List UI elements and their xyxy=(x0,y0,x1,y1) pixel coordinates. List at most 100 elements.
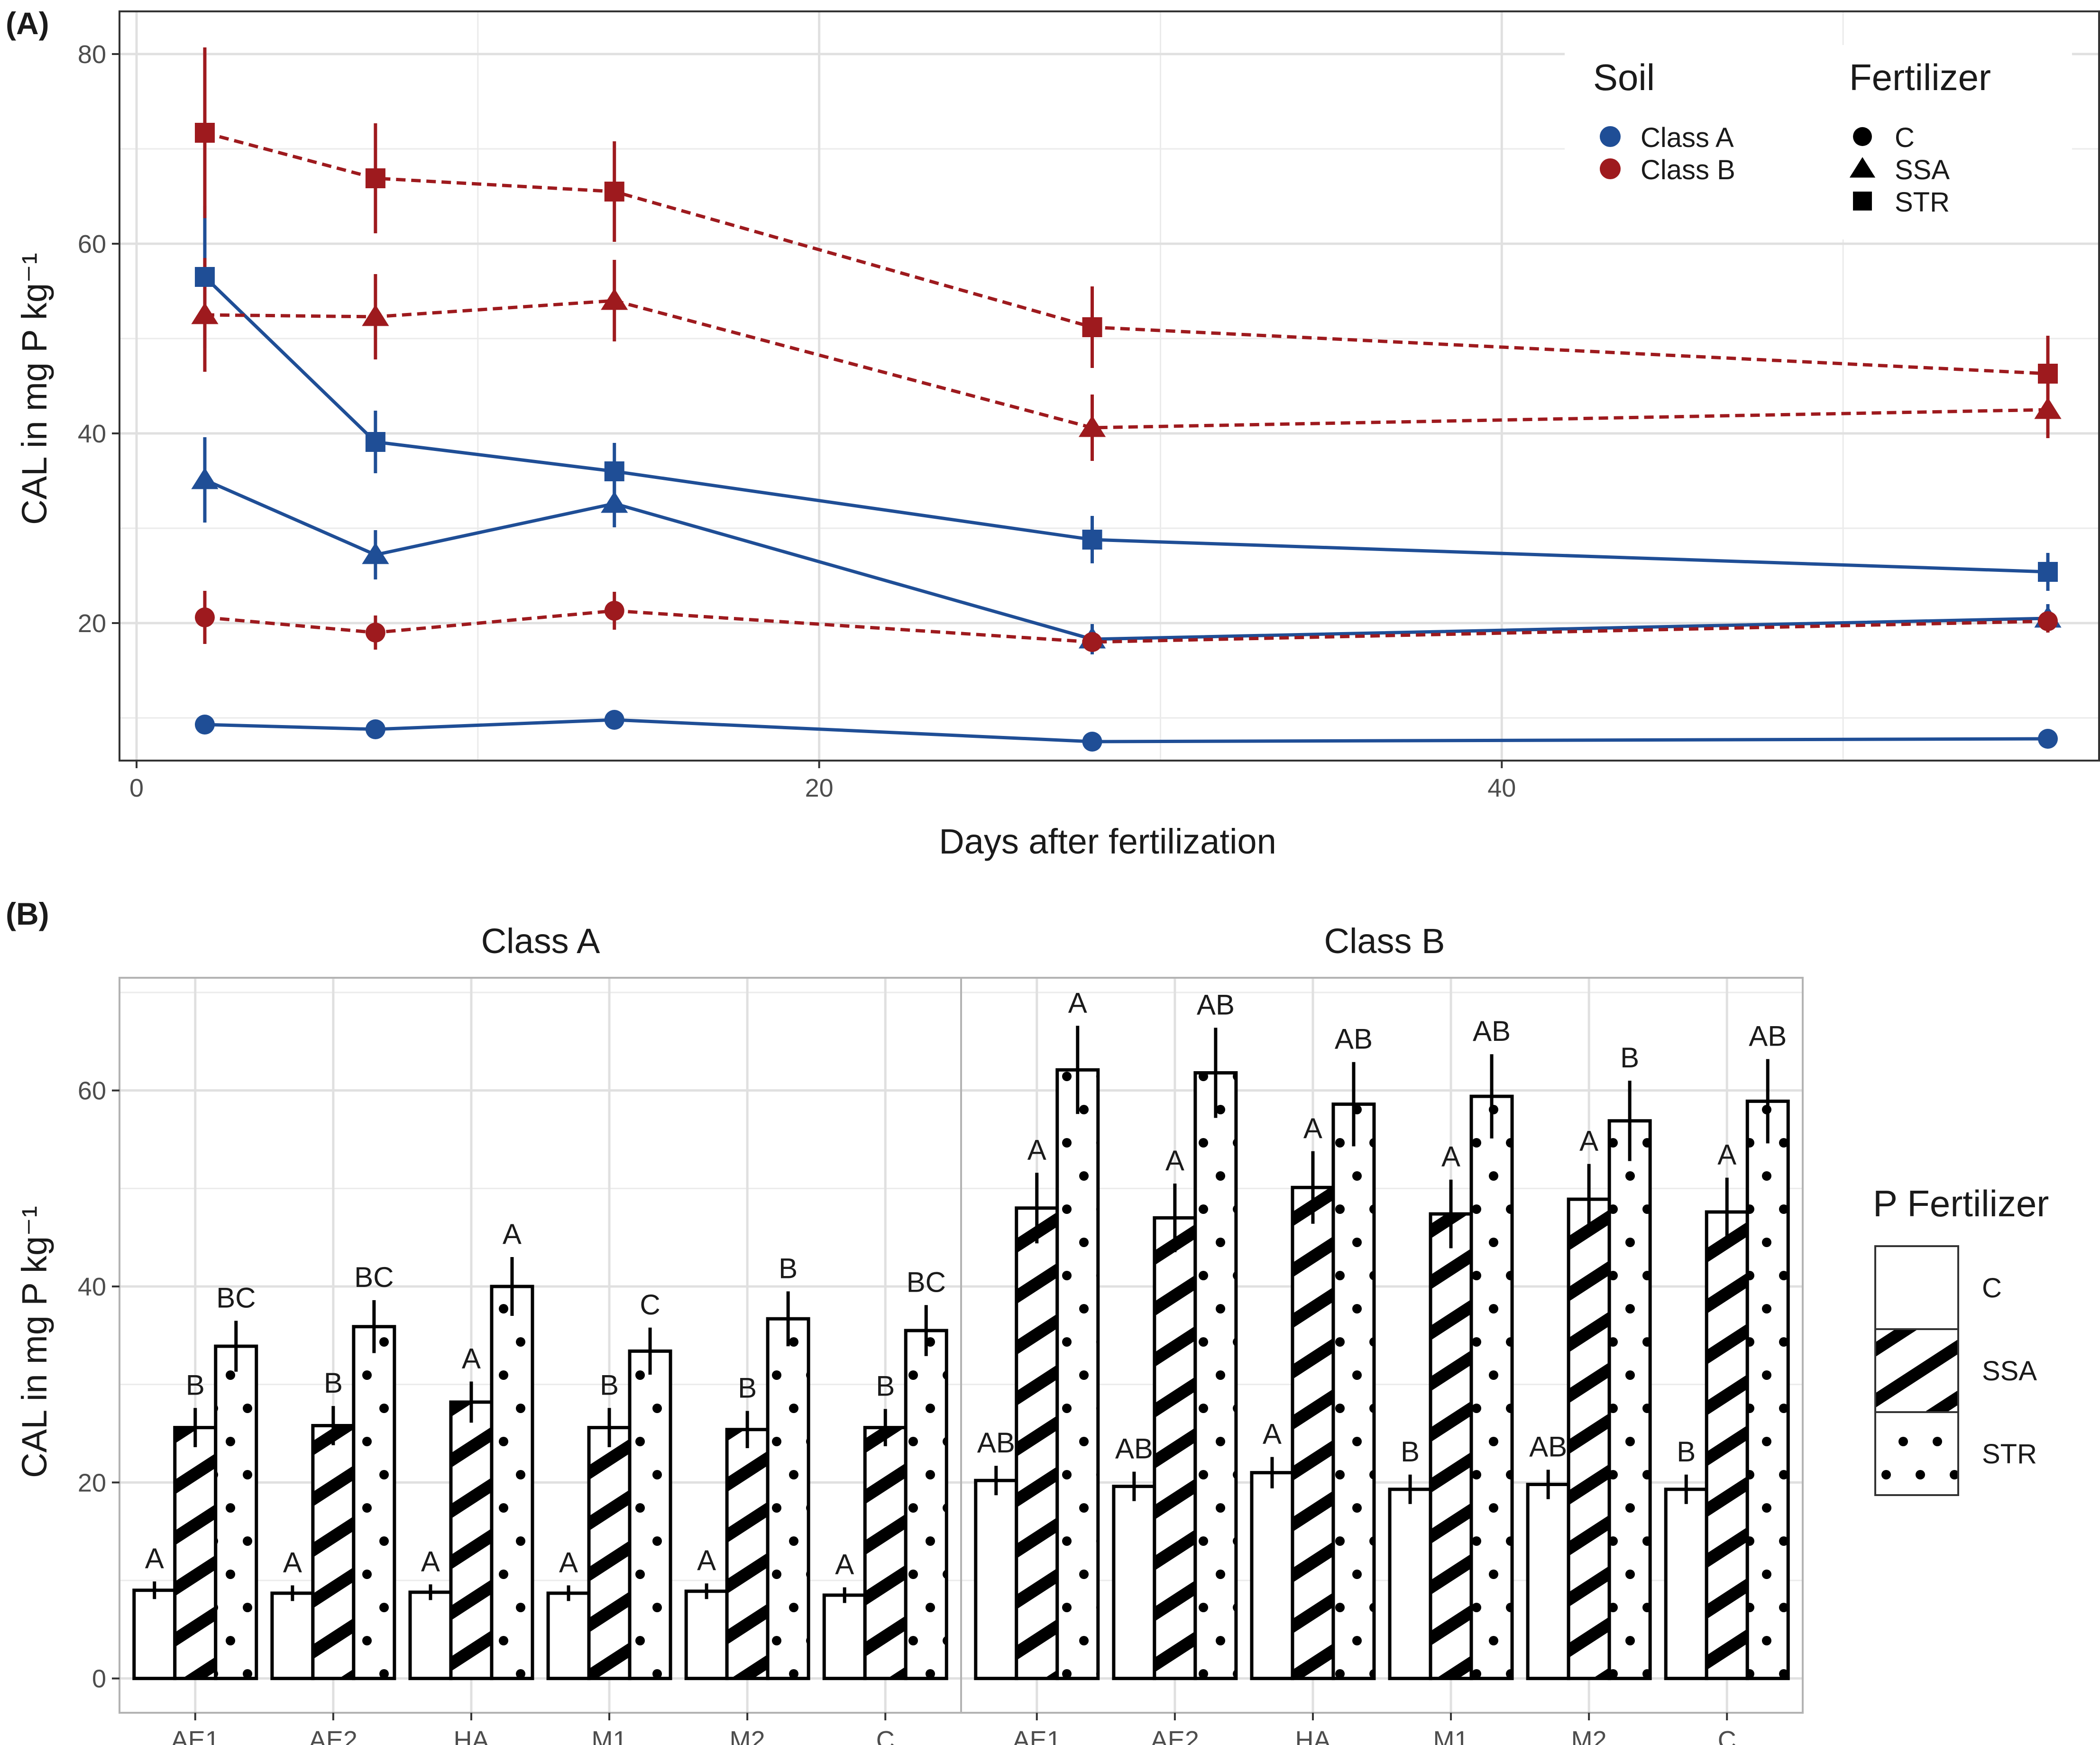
letter-class-a-ha-str: A xyxy=(503,1218,522,1250)
letter-class-a-m1-str: C xyxy=(640,1289,660,1321)
legend-soil-title: Soil xyxy=(1593,56,1655,98)
letter-class-a-ae1-str: BC xyxy=(216,1282,256,1313)
data-point-class-a-str xyxy=(2038,562,2058,582)
x-tick-label-ae2: AE2 xyxy=(1151,1726,1199,1745)
legend-label-class-b: Class B xyxy=(1641,155,1735,185)
data-point-class-a-str xyxy=(1082,530,1102,550)
x-tick-label-40: 40 xyxy=(1487,774,1516,802)
letter-class-a-c-str: BC xyxy=(907,1266,946,1298)
letter-class-a-ae2-str: BC xyxy=(354,1261,394,1293)
bar-class-a-ha-c xyxy=(408,1590,453,1681)
legend-key-c xyxy=(1853,127,1872,146)
letter-class-a-ae2-c: A xyxy=(283,1546,302,1578)
y-tick-label-0: 0 xyxy=(92,1665,106,1693)
letter-class-b-c-c: B xyxy=(1677,1436,1696,1468)
letter-class-b-m2-c: AB xyxy=(1529,1431,1567,1462)
data-point-class-b-c xyxy=(365,623,385,643)
bar-class-a-c-str xyxy=(904,1329,948,1681)
y-tick-label-20: 20 xyxy=(78,1469,106,1497)
x-tick-label-0: 0 xyxy=(129,774,144,802)
legend-key-bg-c xyxy=(1874,1245,1959,1330)
y-tick-label-60: 60 xyxy=(78,1077,106,1105)
letter-class-b-ae1-ssa: A xyxy=(1027,1134,1046,1166)
bar-class-a-m1-ssa xyxy=(587,1426,632,1681)
bar-class-b-ha-ssa xyxy=(1291,1185,1335,1681)
bar-class-a-ae1-ssa xyxy=(173,1426,218,1681)
data-point-class-a-c xyxy=(1082,732,1102,752)
letter-class-a-m2-c: A xyxy=(697,1544,716,1576)
y-tick-label-80: 80 xyxy=(78,40,106,69)
letter-class-a-ha-ssa: A xyxy=(462,1342,481,1374)
letter-class-b-m1-str: AB xyxy=(1473,1015,1511,1047)
x-tick-label-20: 20 xyxy=(805,774,834,802)
panel-a-tag: (A) xyxy=(6,6,49,41)
data-point-class-a-str xyxy=(365,432,385,452)
legend-label-ssa: SSA xyxy=(1982,1356,2037,1387)
data-point-class-b-str xyxy=(365,168,385,188)
data-point-class-b-c xyxy=(194,607,215,627)
legend-label-ssa: SSA xyxy=(1895,155,1950,185)
letter-class-a-c-ssa: B xyxy=(876,1370,895,1402)
legend-key-class-b xyxy=(1600,158,1621,179)
bar-class-a-ha-ssa xyxy=(449,1400,494,1681)
facet-label-class-b: Class B xyxy=(1324,921,1445,961)
bar-class-a-ae1-c xyxy=(132,1589,177,1681)
panel-b-error-bars xyxy=(153,1026,1770,1603)
panel-b-y-axis-title: CAL in mg P kg⁻¹ xyxy=(15,1206,54,1478)
data-point-class-b-c xyxy=(2038,611,2058,631)
letter-class-b-ae1-str: A xyxy=(1068,987,1087,1019)
panel-b-significance-letters: ABBCABBCAAAABCABBABBCABAAABAABAAABBAABAB… xyxy=(145,987,1787,1580)
x-tick-label-m1: M1 xyxy=(1433,1726,1469,1745)
bar-class-a-c-ssa xyxy=(863,1426,908,1681)
bar-class-a-ha-str xyxy=(490,1285,534,1681)
legend-key-str xyxy=(1853,192,1872,211)
y-tick-label-60: 60 xyxy=(78,230,106,258)
bar-class-b-m2-str xyxy=(1607,1119,1652,1681)
bar-class-b-ha-c xyxy=(1250,1471,1294,1681)
bar-class-b-c-c xyxy=(1664,1488,1708,1681)
data-point-class-b-str xyxy=(194,123,215,143)
bar-class-b-ae2-c xyxy=(1112,1485,1156,1681)
panel-a-legend-background xyxy=(1565,45,2072,239)
data-point-class-a-ssa xyxy=(191,468,219,489)
letter-class-b-ae2-c: AB xyxy=(1115,1433,1153,1465)
x-tick-label-ae1: AE1 xyxy=(171,1726,220,1745)
letter-class-a-ae1-ssa: B xyxy=(186,1369,205,1401)
data-point-class-a-ssa xyxy=(601,491,628,513)
panel-a-border xyxy=(119,10,2100,762)
y-tick-label-20: 20 xyxy=(78,609,106,638)
bar-class-b-ha-str xyxy=(1331,1102,1376,1681)
legend-label-str: STR xyxy=(1895,187,1950,218)
letter-class-b-c-ssa: A xyxy=(1717,1139,1736,1171)
panel-a-x-axis-title: Days after fertilization xyxy=(939,822,1276,861)
data-point-class-a-c xyxy=(365,719,385,739)
letter-class-b-m1-c: B xyxy=(1401,1436,1420,1468)
letter-class-b-c-str: AB xyxy=(1749,1020,1787,1052)
letter-class-a-m1-ssa: B xyxy=(600,1369,619,1401)
bar-class-a-ae1-str xyxy=(214,1344,258,1681)
x-tick-label-ae1: AE1 xyxy=(1013,1726,1061,1745)
x-tick-label-ae2: AE2 xyxy=(309,1726,358,1745)
letter-class-b-m2-str: B xyxy=(1620,1042,1639,1074)
data-point-class-a-c xyxy=(194,715,215,735)
panel-b-bar-chart: (B) Class A Class B ABBCABBCAAAABCABBABB… xyxy=(6,896,2049,1745)
letter-class-b-ae2-ssa: A xyxy=(1165,1145,1184,1176)
panel-a-x-axis: 0 20 40 xyxy=(129,761,1516,802)
panel-b-legend: P Fertilizer C SSA STR xyxy=(1873,1183,2049,1496)
legend-label-c: C xyxy=(1982,1273,2002,1304)
letter-class-a-m2-str: B xyxy=(779,1252,798,1284)
letter-class-a-c-c: A xyxy=(835,1548,854,1580)
bar-class-b-c-str xyxy=(1745,1099,1790,1681)
bar-class-a-m2-ssa xyxy=(725,1428,770,1681)
panel-b-tag: (B) xyxy=(6,896,49,931)
legend-fertilizer-title: Fertilizer xyxy=(1849,56,1991,98)
data-point-class-b-c xyxy=(604,601,624,621)
legend-label-class-a: Class A xyxy=(1641,122,1734,153)
panel-a-y-axis-title: CAL in mg P kg⁻¹ xyxy=(15,253,54,525)
bar-class-a-m1-c xyxy=(546,1591,591,1681)
data-point-class-b-ssa xyxy=(191,303,219,324)
x-tick-label-m2: M2 xyxy=(1571,1726,1607,1745)
letter-class-a-m2-ssa: B xyxy=(738,1372,757,1404)
data-point-class-a-c xyxy=(2038,729,2058,749)
